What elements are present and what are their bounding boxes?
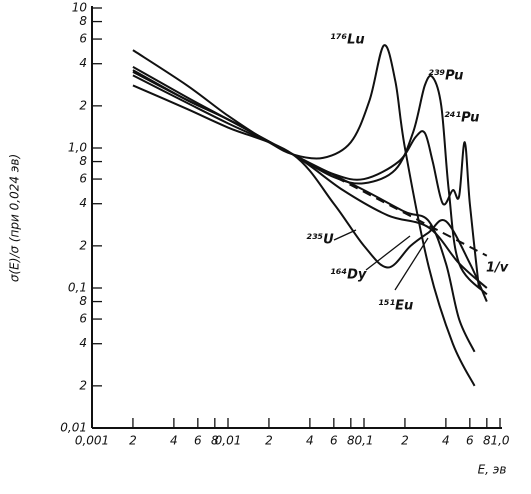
x-tick-label: 0,01 — [215, 434, 242, 448]
curve-label: ¹⁶⁴Dy — [330, 268, 367, 283]
x-tick-label: 1,0 — [490, 434, 509, 448]
x-tick-label: 6 — [330, 434, 338, 448]
y-tick-label: 10 — [72, 1, 88, 15]
x-tick-label: 6 — [194, 434, 202, 448]
x-tick-label: 8 — [483, 434, 491, 448]
x-tick-label: 4 — [442, 434, 450, 448]
x-tick-label: 8 — [347, 434, 355, 448]
y-tick-label: 2 — [79, 378, 87, 392]
y-tick-label: 6 — [79, 172, 87, 186]
x-axis-label: E, эв — [478, 463, 507, 477]
y-tick-label: 4 — [79, 336, 87, 350]
y-tick-label: 8 — [79, 154, 87, 168]
x-tick-label: 4 — [306, 434, 314, 448]
curve — [132, 74, 488, 289]
y-tick-label: 6 — [79, 312, 87, 326]
x-tick-label: 2 — [401, 434, 409, 448]
y-tick-label: 1,0 — [68, 141, 87, 155]
y-tick-label: 0,1 — [68, 281, 87, 295]
y-tick-label: 4 — [79, 196, 87, 210]
y-axis-label: σ(E)/σ (при 0,024 эв) — [8, 154, 22, 282]
curve — [132, 84, 488, 302]
y-tick-label: 8 — [79, 294, 87, 308]
curve — [132, 69, 476, 353]
curve-label: ¹⁷⁶Lu — [330, 33, 365, 48]
x-tick-label: 4 — [170, 434, 178, 448]
x-tick-label: 2 — [129, 434, 137, 448]
x-tick-label: 0,1 — [354, 434, 373, 448]
x-tick-label: 8 — [211, 434, 219, 448]
curve — [322, 169, 488, 257]
x-tick-label: 6 — [466, 434, 474, 448]
leader-line — [365, 235, 411, 271]
curve-label: ²⁴¹Pu — [444, 111, 479, 126]
curve — [132, 44, 476, 387]
curve-label: ¹⁵¹Eu — [378, 299, 413, 314]
y-tick-label: 2 — [79, 98, 87, 112]
y-tick-label: 6 — [79, 32, 87, 46]
curve — [132, 65, 488, 296]
y-tick-label: 8 — [79, 14, 87, 28]
curve-label: ²³⁵U — [306, 233, 334, 248]
curve-label: ²³⁹Pu — [428, 69, 463, 84]
y-tick-label: 4 — [79, 56, 87, 70]
y-tick-label: 0,01 — [60, 421, 87, 435]
x-tick-label: 2 — [265, 434, 273, 448]
leader-line — [394, 237, 429, 291]
curve-label: 1/v — [486, 261, 509, 276]
x-tick-label: 0,001 — [75, 434, 109, 448]
y-tick-label: 2 — [79, 238, 87, 252]
